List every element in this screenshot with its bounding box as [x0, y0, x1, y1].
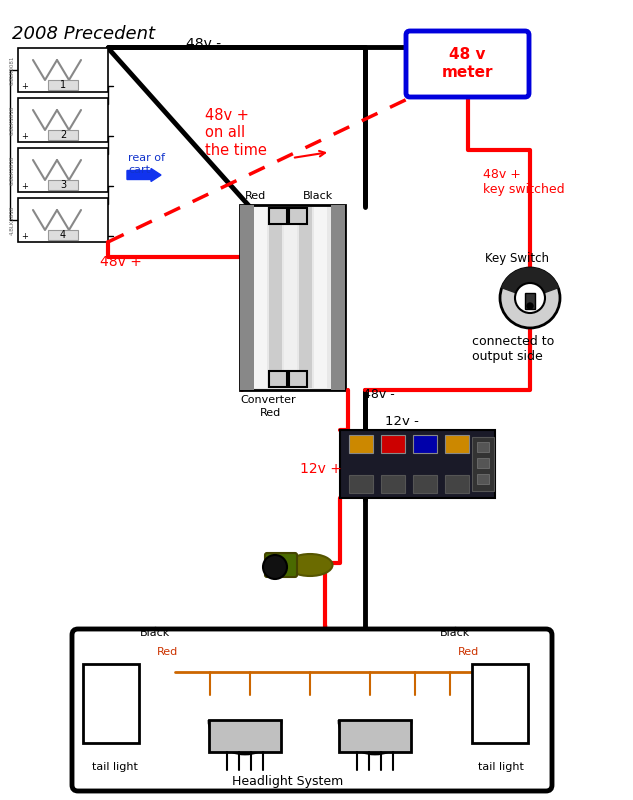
Text: 12v +: 12v +	[300, 462, 342, 476]
Text: +: +	[21, 232, 28, 241]
FancyBboxPatch shape	[413, 475, 437, 493]
FancyBboxPatch shape	[445, 475, 469, 493]
FancyBboxPatch shape	[477, 474, 489, 484]
Text: 6.BLK1818: 6.BLK1818	[10, 106, 15, 134]
FancyBboxPatch shape	[18, 48, 108, 92]
Text: 4.BLK1818: 4.BLK1818	[10, 206, 15, 234]
Text: +: +	[21, 132, 28, 141]
FancyBboxPatch shape	[269, 371, 287, 387]
FancyBboxPatch shape	[339, 720, 411, 752]
FancyBboxPatch shape	[240, 205, 254, 390]
FancyBboxPatch shape	[18, 148, 108, 192]
Text: tail light: tail light	[92, 762, 138, 772]
Text: 1: 1	[60, 80, 66, 90]
Text: 6.BLK0081: 6.BLK0081	[10, 55, 15, 85]
FancyBboxPatch shape	[48, 180, 78, 190]
Wedge shape	[339, 720, 411, 756]
FancyBboxPatch shape	[477, 442, 489, 452]
Text: Red: Red	[458, 647, 479, 657]
FancyBboxPatch shape	[381, 475, 405, 493]
FancyBboxPatch shape	[240, 205, 345, 390]
FancyBboxPatch shape	[349, 435, 373, 453]
FancyBboxPatch shape	[269, 208, 287, 224]
FancyBboxPatch shape	[477, 458, 489, 468]
Text: 48v -: 48v -	[186, 37, 221, 51]
FancyBboxPatch shape	[413, 435, 437, 453]
Text: Red: Red	[260, 408, 281, 418]
Polygon shape	[502, 268, 558, 298]
Text: rear of
cart: rear of cart	[128, 153, 165, 174]
Wedge shape	[209, 720, 281, 756]
Text: Black: Black	[140, 628, 170, 638]
Text: 12v -: 12v -	[385, 415, 419, 428]
FancyBboxPatch shape	[314, 207, 327, 388]
Text: 6.BLK1818: 6.BLK1818	[10, 155, 15, 185]
Text: 2008 Precedent: 2008 Precedent	[12, 25, 155, 43]
FancyBboxPatch shape	[299, 207, 312, 388]
Text: Black: Black	[303, 191, 333, 201]
FancyBboxPatch shape	[340, 430, 495, 498]
Text: Key Switch: Key Switch	[485, 252, 549, 265]
FancyBboxPatch shape	[445, 435, 469, 453]
FancyBboxPatch shape	[406, 31, 529, 97]
FancyBboxPatch shape	[525, 293, 535, 309]
Text: 2: 2	[60, 130, 66, 140]
FancyBboxPatch shape	[472, 664, 528, 743]
Text: 3: 3	[60, 180, 66, 190]
FancyBboxPatch shape	[289, 208, 307, 224]
Text: Headlight System: Headlight System	[232, 775, 344, 788]
FancyBboxPatch shape	[18, 98, 108, 142]
FancyBboxPatch shape	[83, 664, 139, 743]
Text: +: +	[21, 182, 28, 191]
Text: 48v +: 48v +	[100, 255, 142, 269]
Ellipse shape	[287, 554, 332, 576]
FancyBboxPatch shape	[18, 198, 108, 242]
Text: Red: Red	[157, 647, 179, 657]
Text: tail light: tail light	[478, 762, 524, 772]
Text: 48v +
key switched: 48v + key switched	[483, 168, 565, 196]
Circle shape	[527, 303, 533, 309]
FancyBboxPatch shape	[269, 207, 282, 388]
FancyBboxPatch shape	[72, 629, 552, 791]
FancyBboxPatch shape	[209, 720, 281, 752]
FancyBboxPatch shape	[289, 371, 307, 387]
FancyBboxPatch shape	[472, 437, 494, 491]
FancyBboxPatch shape	[254, 207, 267, 388]
Text: Black: Black	[440, 628, 470, 638]
Text: 48v -: 48v -	[363, 388, 395, 401]
FancyBboxPatch shape	[331, 205, 345, 390]
FancyBboxPatch shape	[381, 435, 405, 453]
FancyBboxPatch shape	[265, 553, 297, 577]
Circle shape	[515, 283, 545, 313]
Circle shape	[263, 555, 287, 579]
FancyBboxPatch shape	[284, 207, 297, 388]
Text: 48 v: 48 v	[449, 47, 486, 62]
Text: 48v +
on all
the time: 48v + on all the time	[205, 108, 267, 158]
FancyBboxPatch shape	[48, 230, 78, 240]
FancyBboxPatch shape	[48, 80, 78, 90]
FancyBboxPatch shape	[349, 475, 373, 493]
Circle shape	[500, 268, 560, 328]
Text: Red: Red	[245, 191, 266, 201]
FancyBboxPatch shape	[48, 130, 78, 140]
FancyArrow shape	[127, 169, 161, 182]
Text: Converter: Converter	[240, 395, 296, 405]
Text: +: +	[21, 82, 28, 91]
Text: connected to
output side: connected to output side	[472, 335, 555, 363]
Text: meter: meter	[442, 65, 493, 80]
Text: 4: 4	[60, 230, 66, 240]
